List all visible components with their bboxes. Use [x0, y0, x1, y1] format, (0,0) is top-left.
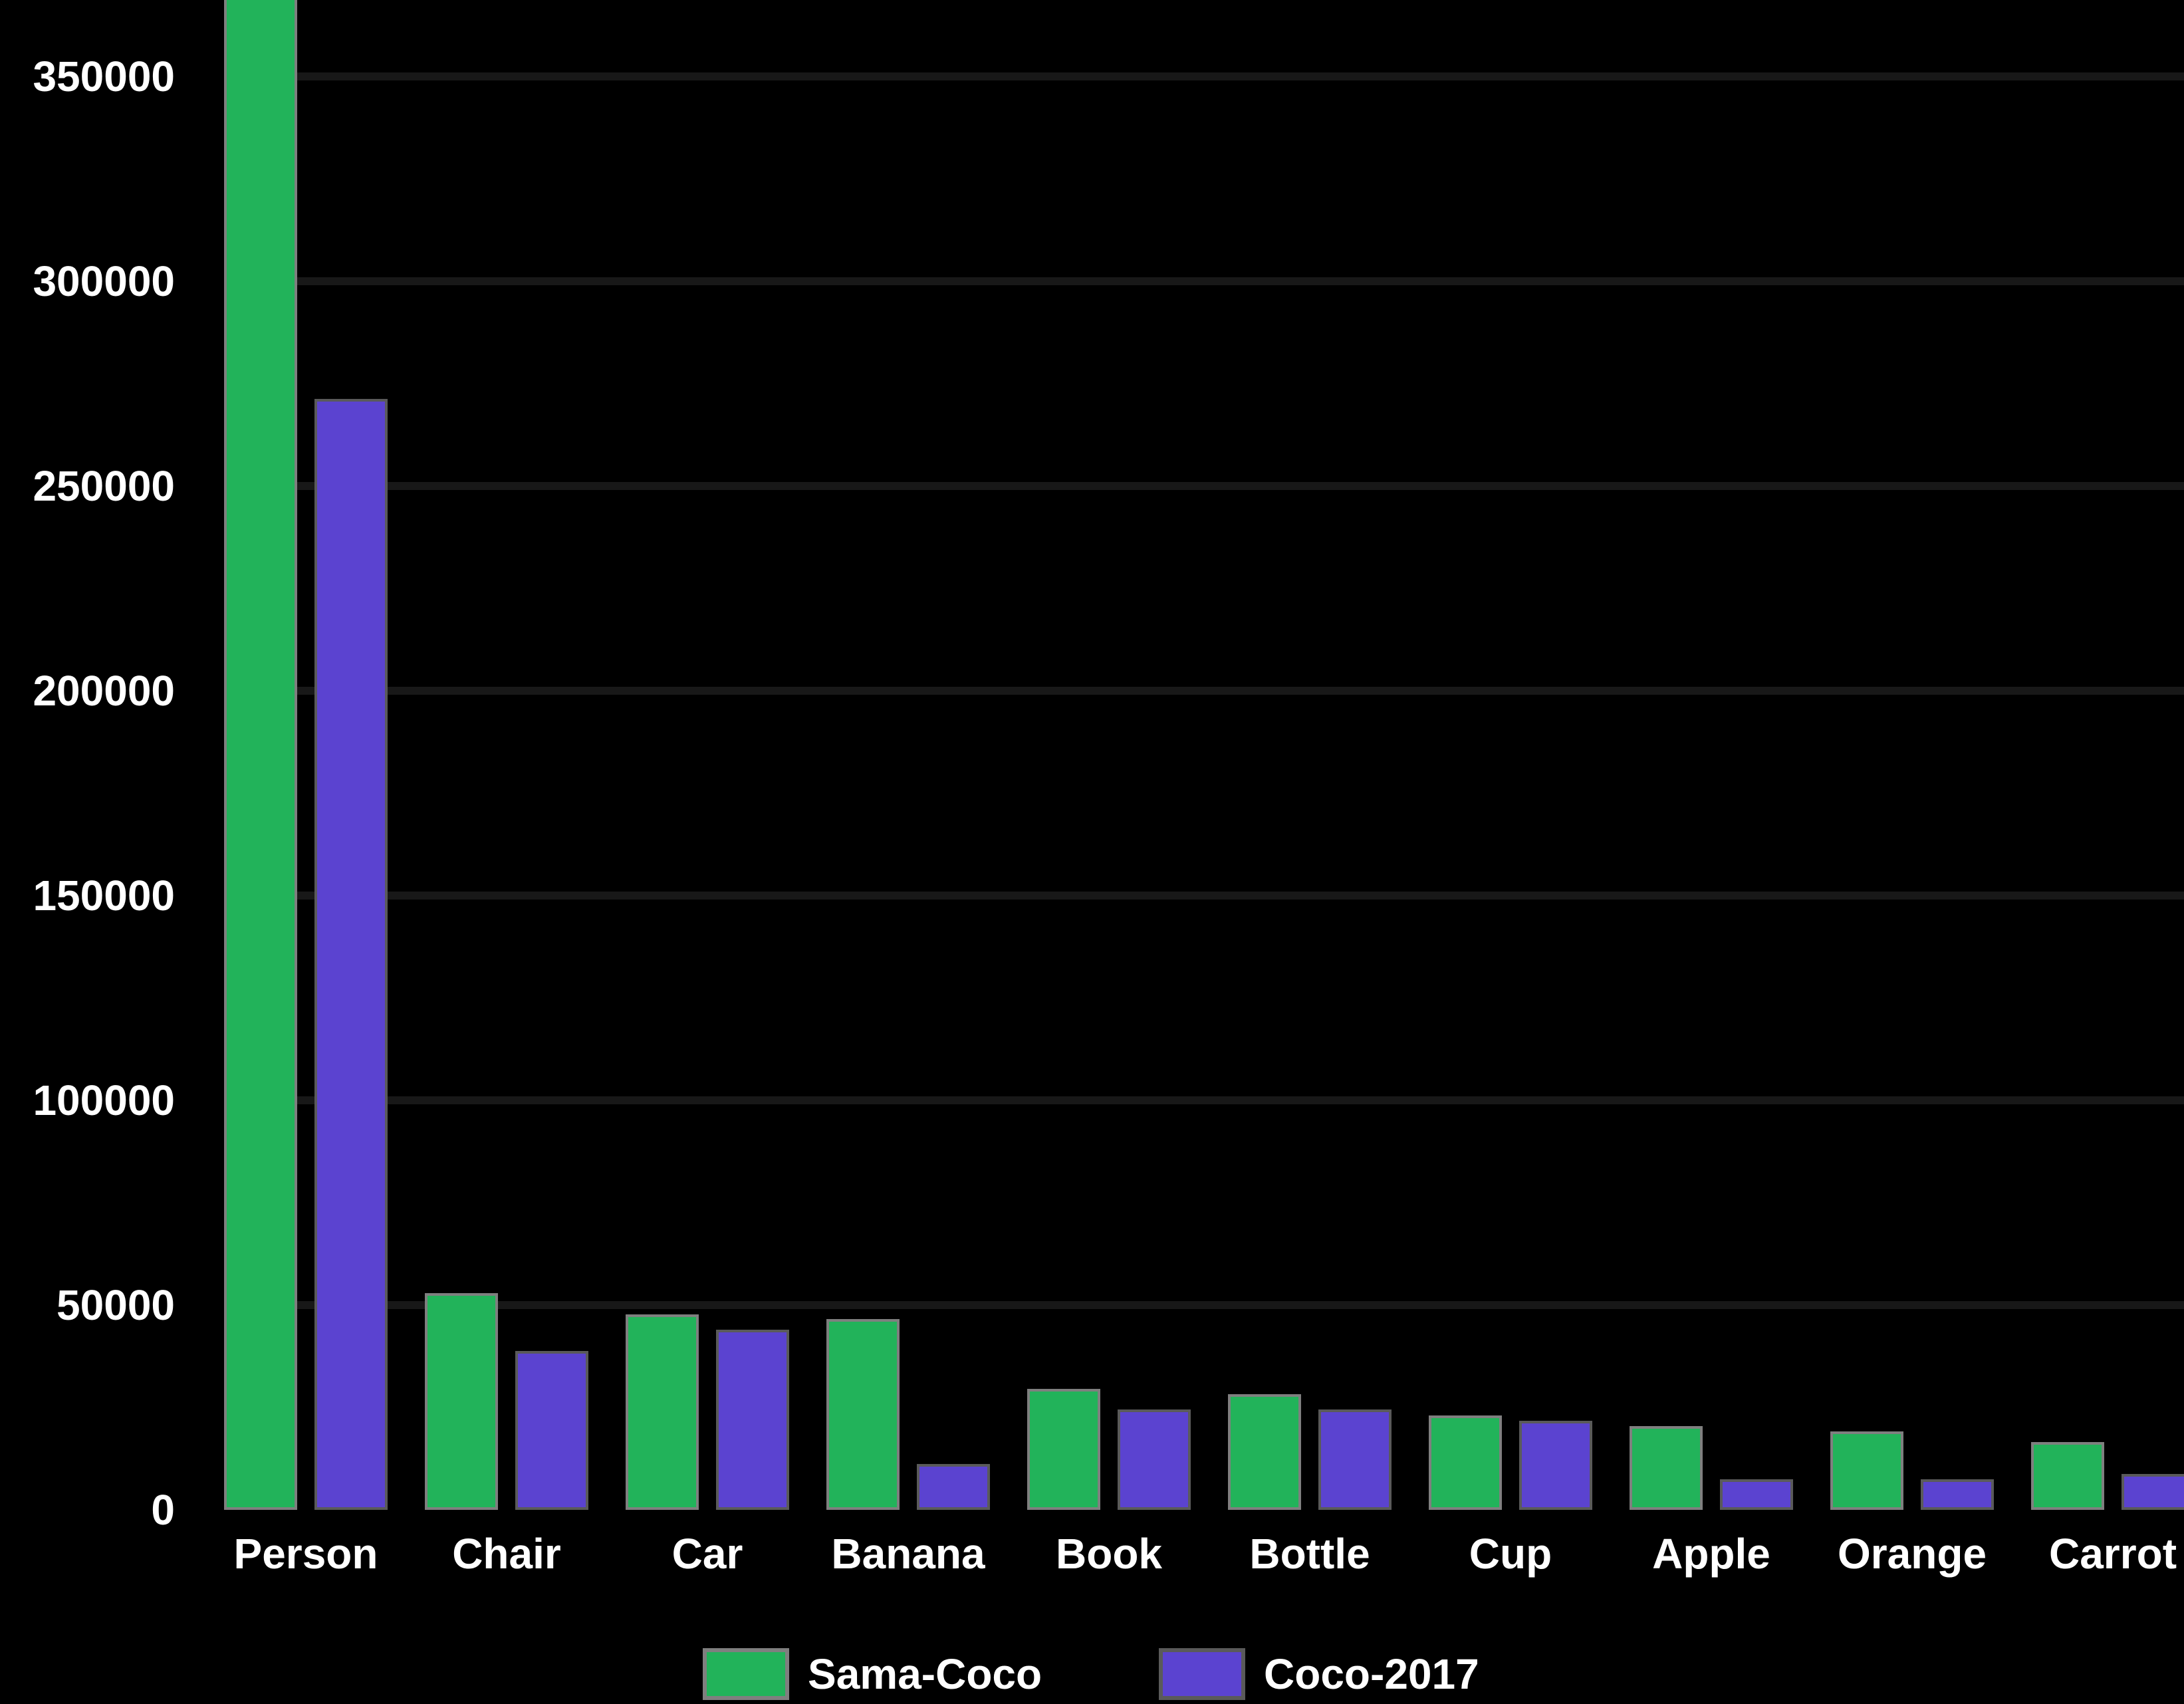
legend-swatch-coco-2017: [1159, 1648, 1245, 1700]
bar-person-sama-coco: [224, 0, 297, 1510]
legend-label: Sama-Coco: [808, 1650, 1042, 1698]
x-tick-label: Book: [1056, 1530, 1162, 1578]
bar-cup-sama-coco: [1429, 1415, 1502, 1510]
bar-book-coco-2017: [1118, 1409, 1191, 1510]
x-tick-label: Person: [233, 1530, 378, 1578]
x-tick-label: Orange: [1837, 1530, 1987, 1578]
y-tick-label: 100000: [33, 1076, 175, 1124]
y-tick-label: 350000: [33, 53, 175, 100]
y-tick-label: 200000: [33, 667, 175, 715]
x-tick-label: Carrot: [2048, 1530, 2177, 1578]
bar-orange-sama-coco: [1830, 1431, 1903, 1510]
x-tick-label: Car: [671, 1530, 743, 1578]
bar-chair-sama-coco: [425, 1292, 498, 1510]
bar-apple-sama-coco: [1630, 1425, 1703, 1510]
bar-banana-coco-2017: [917, 1464, 990, 1510]
y-tick-label: 250000: [33, 462, 175, 510]
legend-label: Coco-2017: [1264, 1650, 1479, 1698]
bar-bottle-coco-2017: [1318, 1409, 1392, 1510]
gridline: [293, 892, 2184, 900]
gridline: [293, 277, 2184, 285]
bar-orange-coco-2017: [1921, 1479, 1994, 1510]
x-tick-label: Chair: [452, 1530, 561, 1578]
bar-car-sama-coco: [626, 1314, 699, 1510]
gridline: [293, 1096, 2184, 1104]
gridline: [293, 687, 2184, 695]
legend-swatch-sama-coco: [703, 1648, 789, 1700]
bar-bottle-sama-coco: [1228, 1394, 1301, 1510]
gridline: [293, 1301, 2184, 1309]
x-tick-label: Banana: [831, 1530, 985, 1578]
y-tick-label: 150000: [33, 872, 175, 919]
x-tick-label: Bottle: [1249, 1530, 1370, 1578]
bar-carrot-sama-coco: [2031, 1441, 2104, 1510]
bar-car-coco-2017: [716, 1329, 789, 1510]
gridline: [293, 72, 2184, 80]
bar-person-coco-2017: [314, 398, 388, 1510]
y-tick-label: 50000: [57, 1281, 175, 1329]
y-tick-label: 300000: [33, 257, 175, 305]
x-tick-label: Cup: [1469, 1530, 1552, 1578]
bar-cup-coco-2017: [1519, 1420, 1592, 1510]
x-tick-label: Apple: [1652, 1530, 1770, 1578]
y-tick-label: 0: [151, 1486, 175, 1534]
bar-apple-coco-2017: [1720, 1479, 1793, 1510]
legend-item-coco-2017[interactable]: Coco-2017: [1159, 1647, 1479, 1701]
bar-carrot-coco-2017: [2122, 1473, 2184, 1510]
bar-book-sama-coco: [1027, 1389, 1100, 1510]
bar-chair-coco-2017: [515, 1350, 588, 1510]
bar-banana-sama-coco: [826, 1318, 900, 1510]
gridline: [293, 482, 2184, 490]
legend-item-sama-coco[interactable]: Sama-Coco: [703, 1647, 1042, 1701]
